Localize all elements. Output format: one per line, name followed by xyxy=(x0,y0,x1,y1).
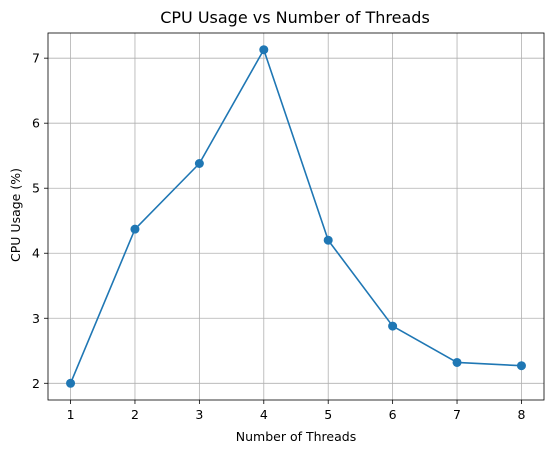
data-point xyxy=(194,159,204,169)
x-tick-label: 2 xyxy=(131,407,139,422)
y-tick-label: 6 xyxy=(32,116,40,131)
chart-title: CPU Usage vs Number of Threads xyxy=(160,8,430,27)
x-tick-label: 7 xyxy=(453,407,461,422)
x-axis-ticks: 1 2 3 4 5 6 7 8 xyxy=(67,400,525,422)
plot-area-border xyxy=(47,32,545,401)
x-tick-label: 3 xyxy=(195,407,203,422)
data-point xyxy=(66,378,76,388)
y-axis-label: CPU Usage (%) xyxy=(8,168,23,262)
y-tick-label: 2 xyxy=(32,376,40,391)
data-point xyxy=(259,45,269,55)
y-axis-ticks: 2 3 4 5 6 7 xyxy=(32,51,48,391)
series-line xyxy=(69,48,522,384)
series-layer xyxy=(66,45,526,388)
data-point xyxy=(452,357,462,367)
data-point xyxy=(323,235,333,245)
x-tick-label: 5 xyxy=(324,407,332,422)
x-axis-label: Number of Threads xyxy=(236,429,356,444)
y-tick-label: 5 xyxy=(32,181,40,196)
data-point xyxy=(388,321,398,331)
y-tick-label: 4 xyxy=(32,246,40,261)
grid-lines xyxy=(48,33,544,400)
plot-frame xyxy=(47,32,545,401)
data-point xyxy=(130,224,140,234)
y-tick-label: 3 xyxy=(32,311,40,326)
x-tick-label: 8 xyxy=(517,407,525,422)
x-tick-label: 6 xyxy=(389,407,397,422)
x-tick-label: 1 xyxy=(67,407,75,422)
x-tick-label: 4 xyxy=(260,407,268,422)
y-tick-label: 7 xyxy=(32,51,40,66)
data-point xyxy=(516,361,526,371)
